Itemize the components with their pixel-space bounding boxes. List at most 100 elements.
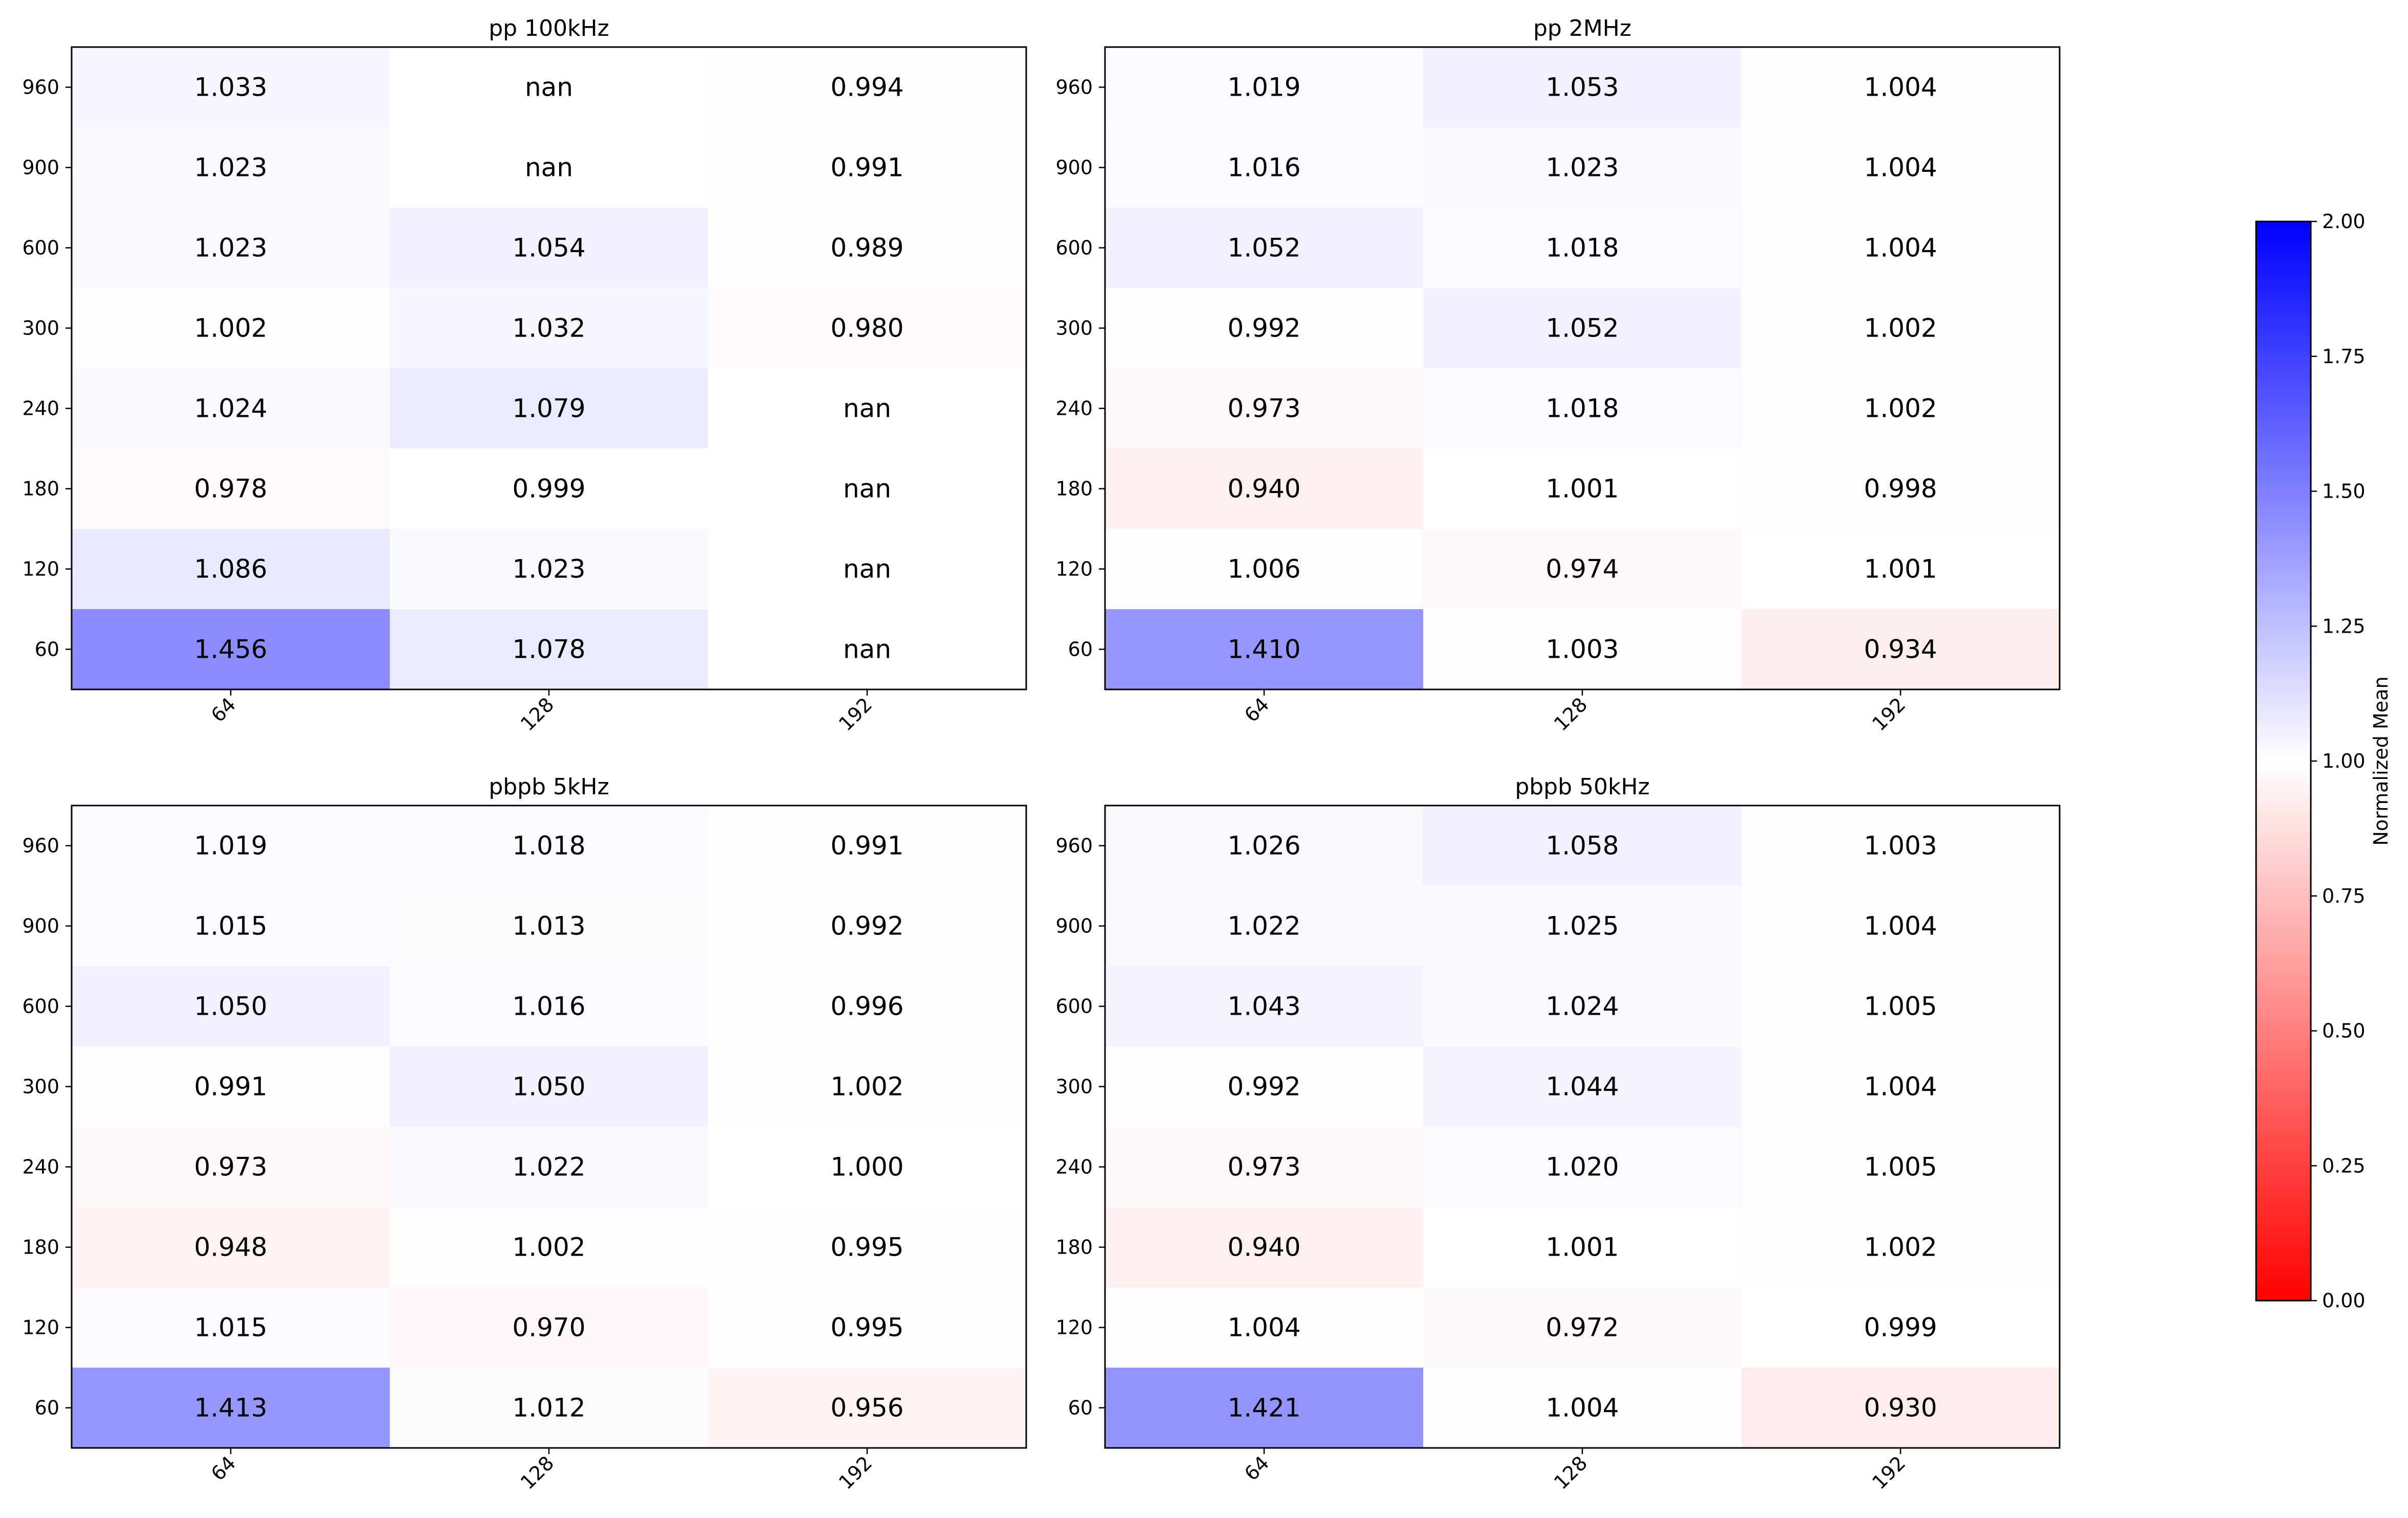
cell-value-label: 0.996 [830, 992, 903, 1021]
cell-value-label: 1.032 [512, 314, 585, 343]
heatmap-cell [72, 529, 390, 610]
cell-value-label: 1.456 [194, 635, 267, 664]
cell-value-label: 1.003 [1864, 831, 1937, 861]
cell-value-label: nan [843, 474, 891, 504]
heatmap-cell [72, 1368, 390, 1448]
cell-value-label: 0.995 [830, 1233, 903, 1262]
colorbar-tick-label: 0.00 [2322, 1289, 2366, 1312]
cell-value-label: 1.020 [1545, 1152, 1619, 1182]
heatmap-cell [390, 1207, 709, 1288]
cell-value-label: 0.930 [1864, 1393, 1937, 1423]
cell-value-label: 1.016 [1227, 153, 1300, 183]
cell-value-label: 1.026 [1227, 831, 1300, 861]
heatmap-cell [1105, 806, 1424, 886]
x-tick-label: 192 [1868, 693, 1910, 735]
cell-value-label: 1.058 [1545, 831, 1619, 861]
heatmap-cell [390, 1287, 709, 1368]
cell-value-label: 0.973 [1227, 394, 1300, 423]
cell-value-label: 1.002 [830, 1072, 903, 1102]
heatmap-cell [390, 449, 709, 529]
panel-title: pbpb 50kHz [1515, 774, 1649, 800]
x-tick-label: 64 [1240, 693, 1273, 726]
cell-value-label: 0.940 [1227, 1233, 1300, 1262]
cell-value-label: 1.012 [512, 1393, 585, 1423]
heatmap-cell [1105, 47, 1424, 128]
cell-value-label: 1.054 [512, 233, 585, 263]
heatmap-cell [1741, 1127, 2060, 1208]
cell-value-label: 1.050 [512, 1072, 585, 1102]
heatmap-cell [1423, 806, 1742, 886]
heatmap-cell [390, 529, 709, 610]
y-tick-label: 300 [1055, 317, 1093, 340]
y-tick-label: 960 [1055, 76, 1093, 99]
heatmap-cell [1105, 288, 1424, 369]
y-tick-label: 60 [1068, 638, 1093, 661]
cell-value-label: 1.044 [1545, 1072, 1619, 1102]
cell-value-label: 1.033 [194, 73, 267, 102]
cell-value-label: 1.002 [1864, 314, 1937, 343]
y-tick-label: 240 [22, 1156, 59, 1178]
heatmap-cell [708, 449, 1027, 529]
heatmap-cell [1105, 966, 1424, 1047]
cell-value-label: 0.974 [1545, 554, 1619, 584]
cell-value-label: 1.005 [1864, 992, 1937, 1021]
cell-value-label: nan [525, 73, 573, 102]
cell-value-label: 1.018 [1545, 233, 1619, 263]
cell-value-label: 0.994 [830, 73, 903, 102]
cell-value-label: 1.004 [1864, 73, 1937, 102]
heatmap-cell [1741, 1046, 2060, 1127]
heatmap-cell [708, 1207, 1027, 1288]
cell-value-label: 0.940 [1227, 474, 1300, 504]
cell-value-label: 1.022 [512, 1152, 585, 1182]
y-tick-label: 960 [1055, 835, 1093, 857]
cell-value-label: 1.001 [1545, 1233, 1619, 1262]
heatmap-cell [1423, 1368, 1742, 1448]
heatmap-cell [1423, 1207, 1742, 1288]
heatmap-cell [72, 368, 390, 449]
heatmap-cell [1105, 449, 1424, 529]
y-tick-label: 120 [1055, 558, 1093, 581]
cell-value-label: 1.006 [1227, 554, 1300, 584]
heatmap-cell [1423, 449, 1742, 529]
cell-value-label: 1.005 [1864, 1152, 1937, 1182]
cell-value-label: 1.053 [1545, 73, 1619, 102]
heatmap-cell [72, 1127, 390, 1208]
heatmap-cell [390, 47, 709, 128]
colorbar-tick-label: 1.50 [2322, 480, 2366, 503]
heatmap-cell [708, 47, 1027, 128]
heatmap-cell [1423, 127, 1742, 208]
cell-value-label: 0.980 [830, 314, 903, 343]
heatmap-cell [390, 966, 709, 1047]
y-tick-label: 300 [22, 1076, 59, 1098]
panel-title: pp 2MHz [1533, 15, 1631, 41]
cell-value-label: 1.004 [1864, 153, 1937, 183]
heatmap-cell [708, 529, 1027, 610]
cell-value-label: 1.001 [1545, 474, 1619, 504]
colorbar-tick-label: 1.25 [2322, 615, 2366, 637]
y-tick-label: 900 [1055, 157, 1093, 179]
y-tick-label: 180 [22, 478, 59, 500]
cell-value-label: 1.018 [512, 831, 585, 861]
heatmap-cell [1105, 1127, 1424, 1208]
panel-title: pp 100kHz [489, 15, 609, 41]
y-tick-label: 120 [22, 558, 59, 581]
heatmap-cell [1741, 886, 2060, 967]
cell-value-label: 1.004 [1864, 1072, 1937, 1102]
cell-value-label: 0.992 [830, 911, 903, 941]
cell-value-label: 1.023 [194, 233, 267, 263]
cell-value-label: 1.015 [194, 911, 267, 941]
cell-value-label: 1.004 [1864, 911, 1937, 941]
heatmap-cell [1741, 449, 2060, 529]
heatmap-cell [1741, 1368, 2060, 1448]
heatmap-cell [708, 368, 1027, 449]
cell-value-label: nan [525, 153, 573, 183]
cell-value-label: 1.018 [1545, 394, 1619, 423]
cell-value-label: nan [843, 394, 891, 423]
cell-value-label: nan [843, 635, 891, 664]
x-tick-label: 128 [1550, 693, 1592, 735]
cell-value-label: 1.016 [512, 992, 585, 1021]
heatmap-cell [1423, 1046, 1742, 1127]
heatmap-cell [72, 886, 390, 967]
y-tick-label: 960 [22, 76, 59, 99]
cell-value-label: 0.992 [1227, 1072, 1300, 1102]
